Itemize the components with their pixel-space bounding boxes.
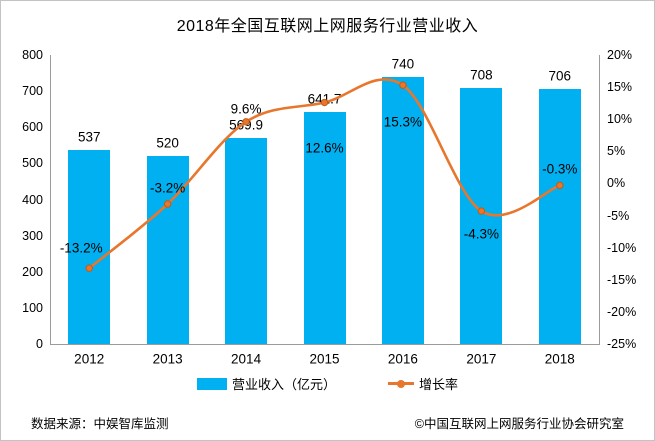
x-axis-label-2015: 2015: [309, 351, 340, 367]
footer: 数据来源：中娱智库监测 ©中国互联网上网服务行业协会研究室: [1, 413, 654, 432]
y-axis-right-tick-label: 20%: [607, 48, 633, 62]
bar-2018: [538, 88, 581, 344]
bar-value-label-2015: 641.7: [307, 91, 342, 107]
bar-value-label-2017: 708: [470, 67, 493, 83]
chart-title: 2018年全国互联网上网服务行业营业收入: [176, 18, 479, 35]
y-axis-right-tick-label: -20%: [607, 304, 637, 319]
y-axis-right-tick-label: -5%: [607, 208, 630, 223]
y-axis-left-tick-label: 400: [22, 192, 43, 207]
left-axis-line: [50, 55, 51, 344]
y-axis-left-tick-label: 100: [22, 300, 43, 315]
line-swatch-dot: [397, 379, 405, 388]
bar-value-label-2013: 520: [156, 135, 179, 151]
legend-label-revenue: 营业收入（亿元）: [231, 377, 336, 392]
growth-label-2017: -4.3%: [463, 226, 499, 242]
y-axis-right-tick-label: -15%: [607, 272, 637, 287]
bar-2017: [460, 88, 503, 344]
y-axis-left-tick-label: 500: [22, 156, 43, 171]
growth-label-2012: -13.2%: [59, 240, 103, 256]
y-axis-right-tick-label: 5%: [607, 144, 626, 159]
y-axis-right-tick-label: 15%: [607, 80, 633, 95]
y-axis-left-tick-label: 200: [22, 264, 43, 279]
y-axis-right-tick-label: -10%: [607, 240, 637, 255]
y-axis-right-tick-label: 10%: [607, 112, 633, 127]
y-axis-left-tick-label: 600: [22, 120, 43, 135]
y-axis-left-tick-label: 0: [36, 337, 43, 351]
x-axis-label-2016: 2016: [387, 351, 418, 367]
x-axis-label-2012: 2012: [74, 351, 105, 367]
x-axis-label-2018: 2018: [544, 351, 575, 367]
bar-series-swatch-icon: [196, 377, 227, 390]
x-axis-label-2014: 2014: [231, 351, 262, 367]
legend-item-growth: 增长率: [388, 374, 458, 393]
legend-item-revenue: 营业收入（亿元）: [196, 374, 336, 393]
x-axis-label-2017: 2017: [466, 351, 497, 367]
y-axis-left-tick-label: 300: [22, 228, 43, 243]
bottom-axis-line: [50, 344, 600, 345]
right-axis-line: [599, 55, 600, 344]
growth-label-2013: -3.2%: [150, 180, 186, 196]
y-axis-right-tick-label: 0%: [607, 176, 626, 191]
growth-label-2015: 12.6%: [305, 140, 344, 156]
bar-value-label-2018: 706: [548, 68, 572, 84]
y-axis-left-tick-label: 800: [22, 48, 43, 62]
bar-value-label-2012: 537: [77, 129, 101, 145]
data-source-text: 数据来源：中娱智库监测: [31, 417, 169, 431]
legend-label-growth: 增长率: [419, 377, 459, 392]
line-series-swatch-icon: [388, 379, 414, 388]
copyright-text: ©中国互联网上网服务行业协会研究室: [414, 417, 624, 431]
x-axis-label-2013: 2013: [152, 351, 183, 367]
legend: 营业收入（亿元） 增长率: [1, 374, 654, 393]
growth-label-2018: -0.3%: [542, 161, 578, 177]
bar-2014: [225, 138, 268, 344]
bar-value-label-2016: 740: [391, 56, 415, 72]
bar-value-label-2014: 569.9: [229, 117, 263, 133]
y-axis-right-tick-label: -25%: [607, 337, 637, 351]
growth-label-2014: 9.6%: [230, 101, 262, 117]
y-axis-left-tick-label: 700: [22, 84, 43, 99]
growth-label-2016: 15.3%: [383, 114, 423, 130]
